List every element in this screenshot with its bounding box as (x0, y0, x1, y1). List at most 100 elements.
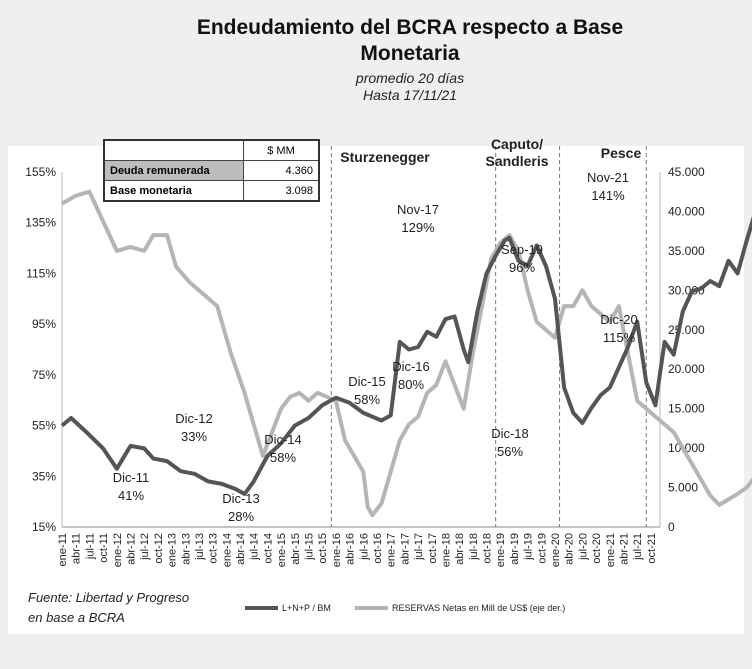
x-tick-label: ene-15 (276, 533, 288, 567)
x-tick-label: jul-15 (304, 533, 316, 561)
x-tick-label: abr-20 (564, 533, 576, 565)
x-tick-label: oct-19 (536, 533, 548, 564)
period-label-pesce: Pesce (601, 145, 642, 161)
annotation-date: Dic-14 (264, 432, 302, 447)
x-tick-label: ene-12 (112, 533, 124, 567)
period-label-sturzenegger: Sturzenegger (340, 149, 430, 165)
x-tick-label: oct-11 (98, 533, 110, 563)
x-tick-label: abr-15 (290, 533, 302, 565)
chart-subtitle-1: promedio 20 días (355, 70, 465, 86)
annotation-date: Dic-11 (113, 470, 150, 485)
chart-title-line2: Monetaria (360, 42, 460, 65)
y-right-tick-label: 10.000 (668, 441, 705, 455)
y-right-tick-label: 25.000 (668, 323, 705, 337)
annotation-date: Nov-17 (397, 202, 439, 217)
annotation-value: 80% (398, 377, 424, 392)
source-line1: Fuente: Libertad y Progreso (28, 590, 190, 605)
annotation-date: Sep-19 (501, 242, 543, 257)
x-tick-label: oct-14 (262, 533, 274, 564)
x-tick-label: jul-17 (413, 533, 425, 561)
y-right-tick-label: 30.000 (668, 283, 705, 297)
x-tick-label: abr-11 (71, 533, 83, 564)
source-line2: en base a BCRA (28, 610, 125, 625)
x-tick-label: ene-20 (550, 533, 562, 567)
x-tick-label: abr-21 (618, 533, 630, 565)
table-row-value: 3.098 (243, 180, 320, 202)
y-left-tick-label: 15% (32, 520, 56, 534)
annotation-value: 115% (603, 330, 636, 345)
table-corner (104, 140, 244, 161)
y-left-tick-label: 75% (32, 368, 56, 382)
x-tick-label: ene-21 (605, 533, 617, 567)
summary-table: $ MM Deuda remunerada 4.360 Base monetar… (103, 139, 320, 202)
table-row-label: Deuda remunerada (103, 160, 244, 181)
x-tick-label: oct-15 (317, 533, 329, 564)
annotation-value: 58% (354, 392, 380, 407)
x-tick-label: abr-18 (454, 533, 466, 565)
annotation-date: Dic-12 (175, 411, 213, 426)
x-tick-label: jul-21 (632, 533, 644, 561)
annotation-date: Nov-21 (587, 170, 629, 185)
annotation-value: 58% (270, 450, 296, 465)
x-tick-label: oct-13 (208, 533, 220, 564)
x-tick-label: oct-21 (646, 533, 658, 564)
plot-background (8, 146, 744, 634)
y-left-tick-label: 95% (32, 317, 56, 331)
chart-subtitle-2: Hasta 17/11/21 (363, 87, 457, 103)
y-right-tick-label: 40.000 (668, 204, 705, 218)
x-tick-label: abr-19 (509, 533, 521, 565)
annotation-value: 41% (118, 488, 144, 503)
y-left-tick-label: 115% (26, 266, 56, 280)
legend-ratio-label: L+N+P / BM (282, 603, 331, 613)
x-tick-label: oct-20 (591, 533, 603, 564)
period-label-caputo: Caputo/ (491, 136, 543, 152)
series-reservas-line (61, 189, 752, 518)
table-unit-header: $ MM (243, 139, 320, 161)
x-tick-label: ene-17 (386, 533, 398, 567)
x-tick-label: ene-11 (57, 533, 69, 566)
annotation-date: Dic-16 (392, 359, 430, 374)
y-left-tick-label: 135% (25, 216, 56, 230)
y-right-tick-label: 15.000 (668, 402, 705, 416)
x-tick-label: oct-16 (372, 533, 384, 564)
y-right-tick-label: 35.000 (668, 244, 705, 258)
annotation-value: 33% (181, 429, 207, 444)
x-tick-label: oct-18 (482, 533, 494, 564)
y-left-tick-label: 155% (25, 165, 56, 179)
x-tick-label: jul-19 (523, 533, 535, 561)
y-right-tick-label: 20.000 (668, 362, 705, 376)
annotation-value: 96% (509, 260, 535, 275)
x-tick-label: jul-16 (358, 533, 370, 561)
x-tick-label: oct-12 (153, 533, 165, 564)
y-right-tick-label: 5.000 (668, 481, 698, 495)
annotation-value: 141% (591, 188, 625, 203)
x-tick-label: jul-12 (139, 533, 151, 561)
period-label-sandleris: Sandleris (485, 153, 548, 169)
x-tick-label: jul-13 (194, 533, 206, 561)
x-tick-label: ene-18 (440, 533, 452, 567)
x-tick-label: ene-19 (495, 533, 507, 567)
table-row-label: Base monetaria (103, 180, 244, 202)
table-row-value: 4.360 (243, 160, 320, 181)
x-tick-label: ene-14 (221, 533, 233, 567)
y-left-tick-label: 35% (32, 469, 56, 483)
x-tick-label: oct-17 (427, 533, 439, 564)
x-tick-label: abr-17 (399, 533, 411, 565)
x-tick-label: ene-16 (331, 533, 343, 567)
annotation-value: 28% (228, 509, 254, 524)
x-tick-label: abr-14 (235, 533, 247, 565)
annotation-date: Dic-13 (222, 491, 260, 506)
x-tick-label: abr-16 (345, 533, 357, 565)
series-ratio-line (60, 216, 752, 496)
x-tick-label: jul-14 (249, 533, 261, 561)
annotation-value: 56% (497, 444, 523, 459)
y-right-tick-label: 45.000 (668, 165, 705, 179)
x-tick-label: ene-13 (167, 533, 179, 567)
annotation-value: 129% (401, 220, 435, 235)
y-right-tick-label: 0 (668, 520, 675, 534)
annotation-date: Dic-20 (600, 312, 638, 327)
annotation-date: Dic-18 (491, 426, 529, 441)
legend-reservas-label: RESERVAS Netas en Mill de US$ (eje der.) (392, 603, 565, 613)
chart-title-line1: Endeudamiento del BCRA respecto a Base (196, 16, 624, 39)
